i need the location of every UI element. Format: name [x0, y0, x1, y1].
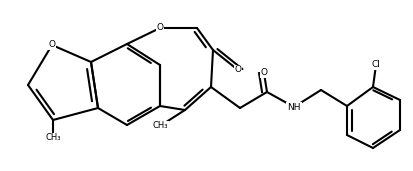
Text: O: O: [260, 69, 267, 77]
Text: Cl: Cl: [370, 61, 380, 69]
Text: NH: NH: [287, 102, 300, 111]
Text: O: O: [156, 23, 163, 32]
Text: CH₃: CH₃: [45, 134, 61, 142]
Text: O: O: [48, 41, 55, 49]
Text: O: O: [234, 65, 241, 75]
Text: CH₃: CH₃: [152, 122, 167, 130]
